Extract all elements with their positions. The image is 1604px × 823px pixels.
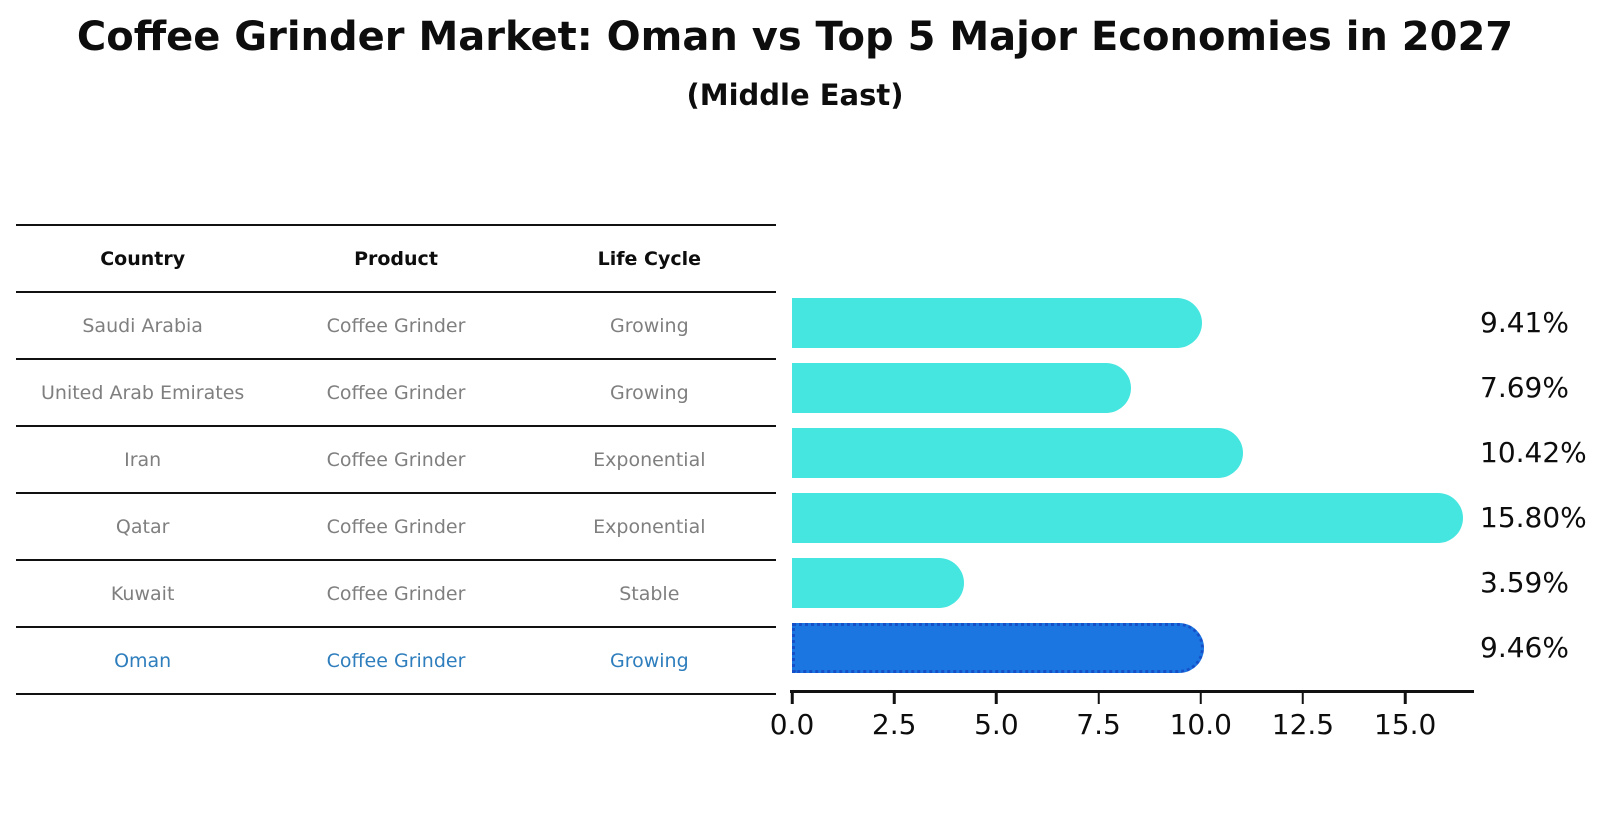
table-row: Kuwait Coffee Grinder Stable	[16, 561, 776, 628]
cell-life-cycle: Growing	[609, 649, 689, 672]
x-tick-label: 12.5	[1271, 708, 1335, 741]
bar-value-label: 9.41%	[1480, 306, 1569, 339]
x-tick	[790, 692, 794, 704]
table-header-row: Country Product Life Cycle	[16, 224, 776, 293]
x-tick-label: 15.0	[1373, 708, 1437, 741]
table-row: Qatar Coffee Grinder Exponential	[16, 494, 776, 561]
x-tick-label: 0.0	[769, 708, 815, 741]
x-tick-label: 5.0	[974, 708, 1019, 741]
x-axis: 0.0 2.5 5.0 7.5 10.0 12.5 15.0	[770, 690, 1474, 750]
cell-life-cycle: Exponential	[593, 448, 706, 471]
table-row-oman: Oman Coffee Grinder Growing	[16, 628, 776, 695]
cell-life-cycle: Growing	[609, 381, 689, 404]
bar-row	[792, 615, 1473, 680]
cell-life-cycle: Growing	[609, 314, 689, 337]
x-tick	[1301, 692, 1305, 704]
bar-row	[792, 550, 1473, 615]
bar-value-label: 7.69%	[1480, 371, 1569, 404]
x-tick-label: 7.5	[1076, 708, 1121, 741]
bar-qatar	[792, 492, 1463, 543]
bar-value-label: 9.46%	[1480, 631, 1569, 664]
bar-value-label: 15.80%	[1480, 501, 1587, 534]
column-header-product: Product	[354, 247, 438, 270]
bar-row	[792, 485, 1473, 550]
table-row: Saudi Arabia Coffee Grinder Growing	[16, 293, 776, 360]
table-row: Iran Coffee Grinder Exponential	[16, 427, 776, 494]
chart-subtitle: (Middle East)	[686, 78, 904, 112]
cell-product: Coffee Grinder	[326, 448, 466, 471]
cell-product: Coffee Grinder	[326, 649, 466, 672]
column-header-country: Country	[100, 247, 186, 270]
x-tick	[1199, 692, 1202, 704]
cell-country: Kuwait	[110, 582, 175, 605]
value-labels: 9.41% 7.69% 10.42% 15.80% 3.59% 9.46%	[1480, 290, 1600, 680]
cell-country: Iran	[124, 448, 162, 471]
x-tick-label: 10.0	[1169, 708, 1232, 741]
x-tick	[892, 692, 896, 704]
bar-united-arab-emirates	[792, 362, 1132, 413]
table-row: United Arab Emirates Coffee Grinder Grow…	[16, 360, 776, 427]
bar-row	[792, 355, 1473, 420]
cell-country: Oman	[114, 649, 172, 672]
bar-kuwait	[792, 557, 964, 608]
bar-oman	[792, 622, 1204, 673]
cell-life-cycle: Exponential	[593, 515, 706, 538]
bar-saudi-arabia	[792, 297, 1202, 348]
cell-product: Coffee Grinder	[326, 515, 466, 538]
cell-country: Saudi Arabia	[82, 314, 203, 337]
x-tick-label: 2.5	[871, 708, 917, 741]
data-table: Country Product Life Cycle Saudi Arabia …	[16, 224, 776, 695]
bar-value-label: 3.59%	[1480, 566, 1569, 599]
x-tick	[1097, 692, 1100, 704]
bar-row	[792, 420, 1473, 485]
cell-product: Coffee Grinder	[326, 381, 466, 404]
bar-value-label: 10.42%	[1480, 436, 1587, 469]
bar-iran	[792, 427, 1243, 478]
cell-product: Coffee Grinder	[326, 314, 466, 337]
chart-title: Coffee Grinder Market: Oman vs Top 5 Maj…	[76, 14, 1514, 60]
bars-area	[792, 290, 1473, 680]
cell-country: United Arab Emirates	[41, 381, 245, 404]
x-axis-line	[790, 690, 1474, 693]
cell-country: Qatar	[115, 515, 170, 538]
column-header-life-cycle: Life Cycle	[597, 247, 702, 270]
bar-row	[792, 290, 1473, 355]
x-tick	[1403, 692, 1407, 704]
cell-product: Coffee Grinder	[326, 582, 466, 605]
x-tick	[995, 692, 998, 704]
cell-life-cycle: Stable	[619, 582, 680, 605]
